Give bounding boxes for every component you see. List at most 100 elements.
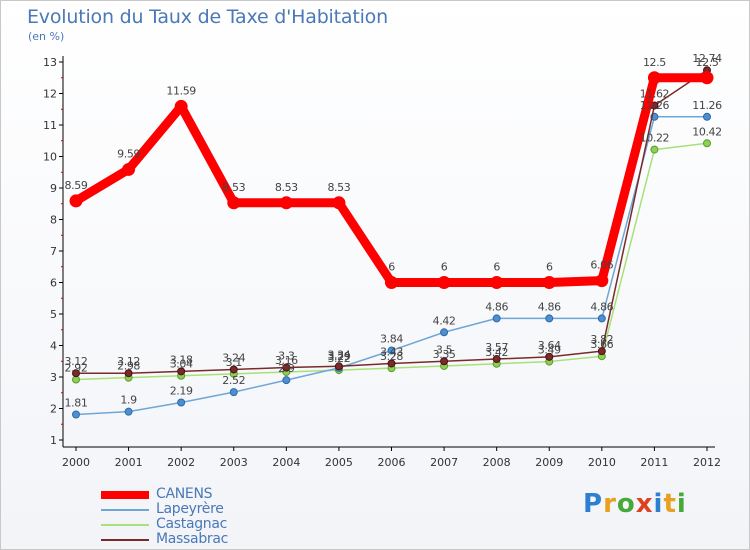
data-label-castagnac: 3.66 [590,338,613,351]
data-label-lapeyr-re: 4.42 [433,314,456,327]
x-tick-label: 2010 [588,456,616,469]
data-point-massabrac [334,362,343,371]
x-tick-label: 2007 [430,456,458,469]
x-tick-label: 2012 [693,456,721,469]
data-point-lapeyr-re [703,112,711,121]
legend-swatch-massabrac [101,539,149,541]
x-tick-label: 2006 [378,456,406,469]
logo-letter: i [653,489,664,519]
legend: CANENS Lapeyrère Castagnac Massabrac [101,486,301,547]
data-label-castagnac: 2.92 [65,362,88,375]
y-tick-label: 3 [50,371,57,384]
x-tick-label: 2002 [167,456,195,469]
data-label-castagnac: 10.22 [640,132,670,145]
chart-unit: (en %) [28,30,65,43]
data-label-canens: 6 [546,261,553,274]
y-tick-label: 6 [50,277,57,290]
data-point-canens [69,194,83,208]
data-label-lapeyr-re: 1.9 [120,394,137,407]
data-label-canens: 6 [388,261,395,274]
y-tick-label: 8 [50,214,57,227]
data-label-massabrac: 3.24 [222,351,245,364]
data-point-massabrac [440,357,449,366]
data-point-canens [647,71,661,85]
data-point-canens [595,274,609,288]
y-tick-label: 2 [50,403,57,416]
x-tick-label: 2011 [640,456,668,469]
series-line-canens [71,73,712,287]
y-tick-label: 12 [43,88,57,101]
data-label-castagnac: 3.22 [327,352,350,365]
data-label-massabrac: 3.3 [278,350,295,363]
logo-letter: P [583,489,604,519]
data-point-massabrac [72,369,80,378]
data-label-massabrac: 3.64 [538,339,561,352]
data-point-canens [279,196,293,210]
legend-item-massabrac: Massabrac [101,531,301,547]
data-label-castagnac: 10.42 [692,125,722,138]
data-point-lapeyr-re [124,407,133,416]
data-label-massabrac: 3.57 [485,341,508,354]
data-label-lapeyr-re: 3.84 [380,333,403,346]
data-label-canens: 8.53 [275,181,298,194]
data-label-massabrac: 12.74 [692,52,722,65]
legend-label-castagnac: Castagnac [156,516,228,532]
x-tick-label: 2003 [220,456,248,469]
data-point-canens [490,276,504,289]
data-label-lapeyr-re: 2.52 [222,374,245,387]
data-label-canens: 6.06 [590,259,613,272]
data-label-massabrac: 3.12 [65,355,88,368]
y-tick-label: 1 [50,434,57,447]
data-label-lapeyr-re: 4.86 [538,300,561,313]
data-label-canens: 8.53 [222,181,245,194]
data-point-massabrac [545,352,554,361]
data-point-castagnac [703,139,711,148]
legend-swatch-lapeyr-re [101,509,149,511]
data-label-lapeyr-re: 11.26 [692,99,722,112]
logo-letter: o [616,489,636,519]
data-point-lapeyr-re [440,328,449,337]
data-label-castagnac: 3.49 [538,344,561,357]
data-point-massabrac [387,359,396,368]
data-label-castagnac: 3.35 [433,348,456,361]
y-tick-label: 5 [50,308,57,321]
data-label-canens: 9.59 [117,147,140,160]
data-point-lapeyr-re [545,314,554,323]
data-label-lapeyr-re: 11.26 [640,99,670,112]
data-point-massabrac [124,369,133,378]
data-label-canens: 12.5 [696,56,719,69]
data-label-castagnac: 3.04 [170,358,193,371]
data-label-castagnac: 3.1 [226,356,242,369]
chart-title: Evolution du Taux de Taxe d'Habitation [27,6,388,28]
logo-letter: x [635,489,654,519]
data-label-lapeyr-re: 2.19 [170,385,193,398]
data-label-massabrac: 3.5 [436,343,453,356]
x-tick-label: 2009 [535,456,563,469]
data-point-massabrac [229,365,238,374]
data-label-massabrac: 3.12 [117,355,140,368]
data-label-massabrac: 3.82 [590,333,613,346]
data-label-canens: 6 [441,261,448,274]
legend-label-canens: CANENS [156,486,213,502]
y-tick-label: 10 [43,151,57,164]
data-label-canens: 8.53 [327,181,350,194]
data-label-castagnac: 3.16 [275,354,298,367]
data-point-lapeyr-re [177,398,186,407]
data-point-lapeyr-re [282,376,291,385]
legend-swatch-canens [101,491,149,499]
data-point-massabrac [597,347,606,356]
data-label-castagnac: 3.28 [380,350,403,363]
data-label-canens: 12.5 [643,56,666,69]
legend-item-lapeyr-re: Lapeyrère [101,501,301,517]
data-label-lapeyr-re: 4.86 [590,300,613,313]
data-point-canens [700,71,714,85]
legend-item-castagnac: Castagnac [101,516,301,532]
data-point-castagnac [650,145,659,154]
data-point-lapeyr-re [387,346,396,355]
x-tick-label: 2001 [115,456,143,469]
proxiti-logo: Proxiti [583,489,687,519]
x-tick-label: 2004 [272,456,300,469]
data-label-massabrac: 3.43 [380,345,403,358]
logo-letter: t [663,489,677,519]
